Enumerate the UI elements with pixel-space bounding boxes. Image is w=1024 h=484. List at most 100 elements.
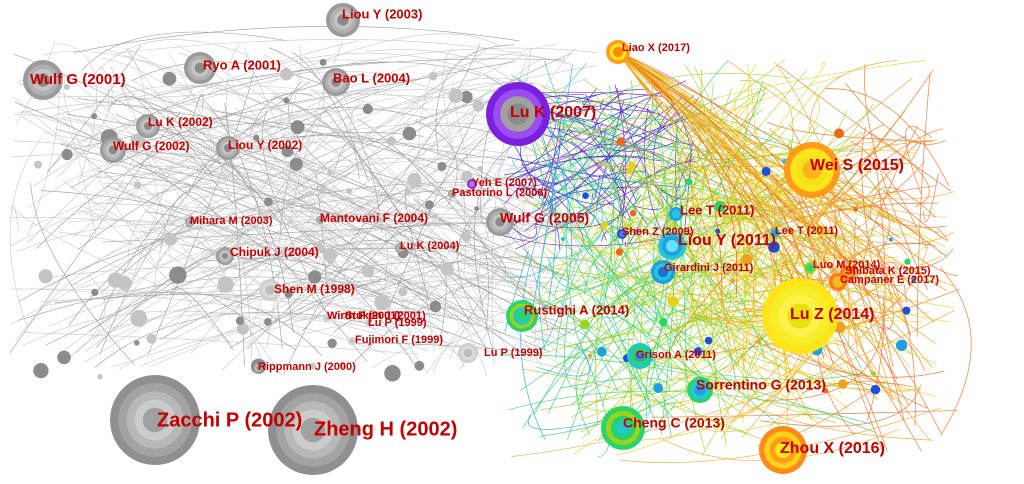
node-label: Rippmann J (2000) [258, 361, 356, 373]
edge [89, 39, 249, 80]
edge [831, 204, 870, 239]
edge [275, 82, 526, 164]
edge [801, 381, 913, 394]
minor-node [474, 206, 480, 212]
edge [268, 174, 538, 314]
edge [554, 286, 899, 368]
edge [211, 109, 524, 191]
edge [569, 108, 661, 115]
minor-node [834, 128, 844, 139]
minor-node [815, 225, 827, 237]
edge [97, 115, 408, 351]
edge [133, 61, 348, 96]
minor-node [63, 84, 70, 90]
edge [42, 51, 294, 118]
edge [382, 93, 466, 270]
edge [843, 237, 935, 323]
minor-node [580, 319, 590, 330]
edge [617, 51, 738, 297]
minor-node [327, 258, 334, 265]
node-label: Fujimori F (1999) [355, 334, 443, 346]
edge [526, 96, 670, 330]
edge [288, 81, 332, 172]
edge [237, 109, 348, 224]
minor-node [588, 353, 593, 359]
edge [55, 42, 97, 185]
edge [806, 194, 947, 218]
edge [350, 99, 380, 186]
edge [215, 162, 304, 209]
edge [528, 59, 785, 249]
minor-node [653, 383, 664, 393]
edge [552, 123, 902, 222]
edge [873, 246, 894, 330]
edge [763, 202, 938, 233]
edge [675, 376, 744, 419]
edge [129, 120, 182, 286]
edge [682, 407, 821, 432]
minor-node [407, 213, 417, 223]
edge [680, 178, 691, 282]
node-label: Wulf G (2002) [113, 139, 189, 153]
edge [378, 236, 536, 291]
edge [809, 199, 895, 400]
minor-node [460, 90, 473, 104]
edge [262, 53, 430, 317]
edge [30, 182, 135, 366]
edge [869, 227, 911, 285]
edge [14, 114, 378, 264]
node [657, 266, 669, 278]
edge [653, 96, 684, 178]
minor-node [398, 287, 408, 297]
node [318, 218, 322, 222]
node [806, 264, 814, 272]
edge [640, 209, 843, 396]
edge [556, 181, 813, 246]
node-label: Stuken J (2001) [345, 310, 426, 322]
edge [564, 269, 751, 435]
edge [524, 92, 654, 232]
edge [66, 156, 371, 360]
edge [85, 208, 120, 221]
node-label: Wulf G (2001) [30, 71, 126, 88]
edge [224, 102, 245, 367]
node-label: Lee T (2011) [775, 225, 838, 237]
edge [172, 100, 365, 328]
edge [731, 207, 852, 376]
minor-node [217, 276, 234, 293]
minor-node [461, 170, 473, 182]
edge [595, 296, 651, 416]
edge [48, 97, 484, 288]
edge [17, 224, 267, 252]
edge [566, 143, 895, 241]
edge [18, 188, 487, 302]
edge [221, 178, 514, 372]
edge [767, 121, 933, 143]
node-label: Girardini J (2011) [664, 262, 754, 274]
node [300, 417, 326, 443]
minor-node [667, 296, 679, 307]
edge [332, 311, 551, 353]
minor-node [91, 288, 99, 297]
edge [29, 77, 481, 302]
edge [617, 51, 873, 376]
node-label: Sorrentino G (2013) [696, 377, 826, 393]
edge [77, 69, 453, 250]
edge [523, 255, 717, 390]
edge [170, 287, 234, 350]
edge [825, 88, 950, 187]
edge [668, 213, 909, 330]
edge [586, 259, 677, 347]
edge [203, 99, 283, 349]
edge [625, 151, 722, 273]
edge [606, 177, 760, 402]
minor-node [264, 197, 273, 207]
edge [20, 83, 340, 243]
edge [322, 105, 487, 348]
node [350, 339, 354, 343]
node-label: Liou Y (2002) [228, 138, 302, 152]
edge [293, 312, 594, 354]
edge [356, 342, 518, 351]
minor-node [235, 316, 245, 326]
edge [505, 183, 573, 224]
